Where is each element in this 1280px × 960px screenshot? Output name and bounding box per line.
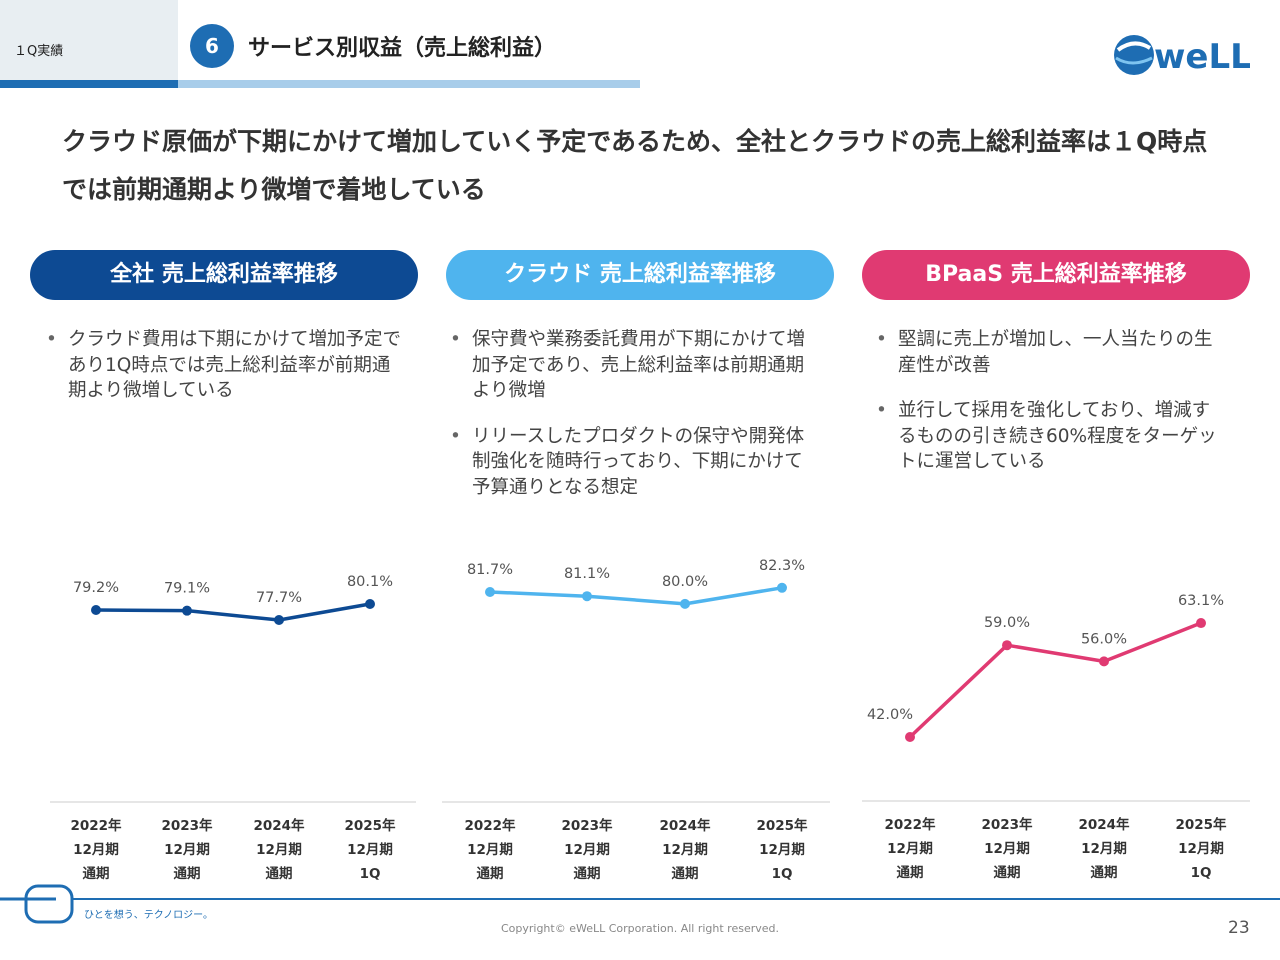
tick-label-2-2-1: 12月期	[1081, 841, 1127, 857]
tick-label-2-2-2: 通期	[1091, 865, 1118, 881]
data-point-2-1	[1002, 640, 1012, 651]
bullet-item: クラウド費用は下期にかけて増加予定であり1Q時点では売上総利益率が前期通期より微…	[44, 327, 406, 404]
data-label-0-1: 79.1%	[164, 581, 210, 597]
ewell-logo: weLL	[1114, 35, 1250, 77]
series-line-1	[489, 586, 783, 606]
tick-label-2-3-2: 1Q	[1191, 865, 1212, 881]
headline: クラウド原価が下期にかけて増加していく予定であるため、全社とクラウドの売上総利益…	[62, 127, 1208, 204]
tick-label-1-2-2: 通期	[672, 866, 699, 882]
data-point-2-3	[1196, 618, 1206, 629]
tick-label-0-3-1: 12月期	[347, 842, 393, 858]
data-point-0-3	[365, 599, 375, 609]
data-point-1-3	[777, 582, 787, 593]
tick-label-2-2-0: 2024年	[1078, 816, 1130, 833]
tick-label-2-1-1: 12月期	[984, 841, 1030, 857]
panel-title-bpaas: BPaaS 売上総利益率推移	[862, 250, 1250, 300]
tick-label-0-1-2: 通期	[174, 866, 201, 882]
data-point-1-0	[485, 587, 495, 597]
bullet-item: 並行して採用を強化しており、増減するものの引き続き60%程度をターゲットに運営し…	[874, 398, 1224, 475]
data-point-0-0	[91, 605, 101, 616]
data-label-0-2: 77.7%	[256, 590, 302, 606]
data-label-1-3: 82.3%	[759, 558, 805, 574]
bullets-company: クラウド費用は下期にかけて増加予定であり1Q時点では売上総利益率が前期通期より微…	[44, 327, 406, 424]
tick-label-2-3-1: 12月期	[1178, 841, 1224, 857]
tick-label-0-3-0: 2025年	[344, 817, 396, 834]
panel-title-cloud: クラウド 売上総利益率推移	[446, 250, 834, 300]
data-point-2-0	[905, 732, 915, 742]
data-label-1-1: 81.1%	[564, 566, 610, 582]
tick-label-0-0-0: 2022年	[70, 817, 122, 834]
tick-label-1-0-0: 2022年	[464, 817, 516, 834]
data-label-1-2: 80.0%	[662, 574, 708, 590]
tab-label: １Q実績	[14, 44, 64, 59]
data-label-2-3: 63.1%	[1178, 593, 1224, 609]
section-number-badge: 6	[190, 24, 234, 68]
tick-label-1-3-0: 2025年	[756, 817, 808, 834]
tick-label-1-1-1: 12月期	[564, 842, 610, 858]
tick-label-2-3-0: 2025年	[1175, 816, 1227, 833]
footer-tagline: ひとを想う、テクノロジー。	[84, 910, 213, 921]
tick-label-0-3-2: 1Q	[360, 866, 381, 882]
data-label-0-3: 80.1%	[347, 574, 393, 590]
tick-label-0-0-1: 12月期	[73, 842, 119, 858]
tick-label-2-0-1: 12月期	[887, 841, 933, 857]
logo-text: weLL	[1154, 37, 1250, 77]
bullets-cloud: 保守費や業務委託費用が下期にかけて増加予定であり、売上総利益率は前期通期より微増…	[448, 327, 818, 520]
data-point-2-2	[1099, 656, 1109, 667]
tick-label-0-1-0: 2023年	[161, 817, 213, 834]
header-underline	[0, 80, 640, 88]
tick-label-2-0-2: 通期	[897, 865, 924, 881]
data-label-2-1: 59.0%	[984, 615, 1030, 631]
data-point-0-1	[182, 605, 192, 616]
bullet-item: 保守費や業務委託費用が下期にかけて増加予定であり、売上総利益率は前期通期より微増	[448, 327, 818, 404]
tick-label-0-2-2: 通期	[266, 866, 293, 882]
bullet-item: 堅調に売上が増加し、一人当たりの生産性が改善	[874, 327, 1224, 378]
tick-label-0-2-1: 12月期	[256, 842, 302, 858]
tick-label-2-1-0: 2023年	[981, 816, 1033, 833]
tick-label-1-2-1: 12月期	[662, 842, 708, 858]
copyright: Copyright© eWeLL Corporation. All right …	[500, 922, 780, 935]
globe-icon	[1114, 35, 1154, 75]
data-label-2-0: 42.0%	[867, 707, 913, 723]
tick-label-1-2-0: 2024年	[659, 817, 711, 834]
tick-label-1-0-1: 12月期	[467, 842, 513, 858]
panel-title-company: 全社 売上総利益率推移	[30, 250, 418, 300]
tick-label-1-1-0: 2023年	[561, 817, 613, 834]
footer-line	[0, 898, 1280, 900]
header-underline-active	[0, 80, 178, 88]
tick-label-0-0-2: 通期	[83, 866, 110, 882]
tab-background	[0, 0, 178, 88]
tick-label-2-1-2: 通期	[994, 865, 1021, 881]
tick-label-0-2-0: 2024年	[253, 817, 305, 834]
tick-label-1-1-2: 通期	[574, 866, 601, 882]
data-point-0-2	[274, 615, 284, 626]
bullet-item: リリースしたプロダクトの保守や開発体制強化を随時行っており、下期にかけて予算通り…	[448, 424, 818, 501]
tick-label-1-3-1: 12月期	[759, 842, 805, 858]
series-line-2	[908, 621, 1202, 739]
tick-label-0-1-1: 12月期	[164, 842, 210, 858]
tick-label-1-0-2: 通期	[477, 866, 504, 882]
data-point-1-1	[582, 591, 592, 602]
tick-label-1-3-2: 1Q	[772, 866, 793, 882]
bullets-bpaas: 堅調に売上が増加し、一人当たりの生産性が改善 並行して採用を強化しており、増減す…	[874, 327, 1224, 495]
series-line-0	[95, 602, 371, 622]
tick-label-2-0-0: 2022年	[884, 816, 936, 833]
data-label-1-0: 81.7%	[467, 562, 513, 578]
data-label-0-0: 79.2%	[73, 580, 119, 596]
data-label-2-2: 56.0%	[1081, 631, 1127, 647]
footer-logo-mark-icon	[0, 884, 74, 924]
page-number: 23	[1228, 918, 1250, 938]
data-point-1-2	[680, 598, 690, 609]
section-title: サービス別収益（売上総利益）	[248, 36, 557, 61]
